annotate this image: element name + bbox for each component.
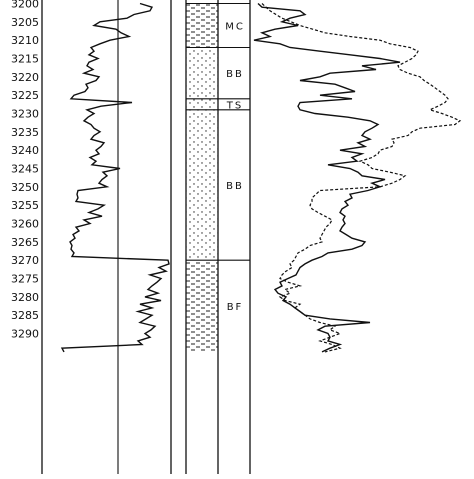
depth-label: 3200 bbox=[11, 0, 39, 11]
depth-label: 3235 bbox=[11, 126, 39, 139]
depth-label: 3280 bbox=[11, 291, 39, 304]
depth-label: 3210 bbox=[11, 34, 39, 47]
lithology-pattern bbox=[186, 98, 218, 110]
left-log-curve bbox=[60, 2, 170, 353]
unit-label: BF bbox=[227, 302, 244, 313]
lithology-pattern bbox=[186, 109, 218, 261]
right-log-solid-curve bbox=[253, 2, 401, 353]
depth-label: 3275 bbox=[11, 273, 39, 286]
depth-label: 3290 bbox=[11, 328, 39, 341]
depth-label: 3285 bbox=[11, 309, 39, 322]
depth-axis: 3200 3205 3210 3215 3220 3225 3230 3235 3240 3245… bbox=[11, 0, 39, 341]
lithology-column: MC BB TS BB BF bbox=[185, 0, 251, 474]
right-log-track bbox=[253, 2, 462, 353]
lithology-pattern bbox=[186, 260, 218, 352]
unit-label: TS bbox=[226, 100, 243, 111]
depth-label: 3260 bbox=[11, 218, 39, 231]
depth-label: 3245 bbox=[11, 163, 39, 176]
depth-label: 3270 bbox=[11, 254, 39, 267]
left-log-track bbox=[41, 0, 172, 474]
depth-label: 3215 bbox=[11, 53, 39, 66]
unit-label: BB bbox=[226, 69, 244, 80]
right-log-dashed-curve bbox=[261, 3, 462, 353]
depth-label: 3240 bbox=[11, 144, 39, 157]
unit-label: MC bbox=[225, 22, 245, 33]
depth-label: 3205 bbox=[11, 16, 39, 29]
depth-label: 3220 bbox=[11, 71, 39, 84]
lithology-pattern bbox=[186, 47, 218, 99]
depth-label: 3230 bbox=[11, 108, 39, 121]
depth-label: 3265 bbox=[11, 236, 39, 249]
unit-label: BB bbox=[226, 181, 244, 192]
depth-label: 3255 bbox=[11, 199, 39, 212]
lithology-pattern bbox=[186, 3, 218, 48]
depth-label: 3250 bbox=[11, 181, 39, 194]
depth-label: 3225 bbox=[11, 89, 39, 102]
